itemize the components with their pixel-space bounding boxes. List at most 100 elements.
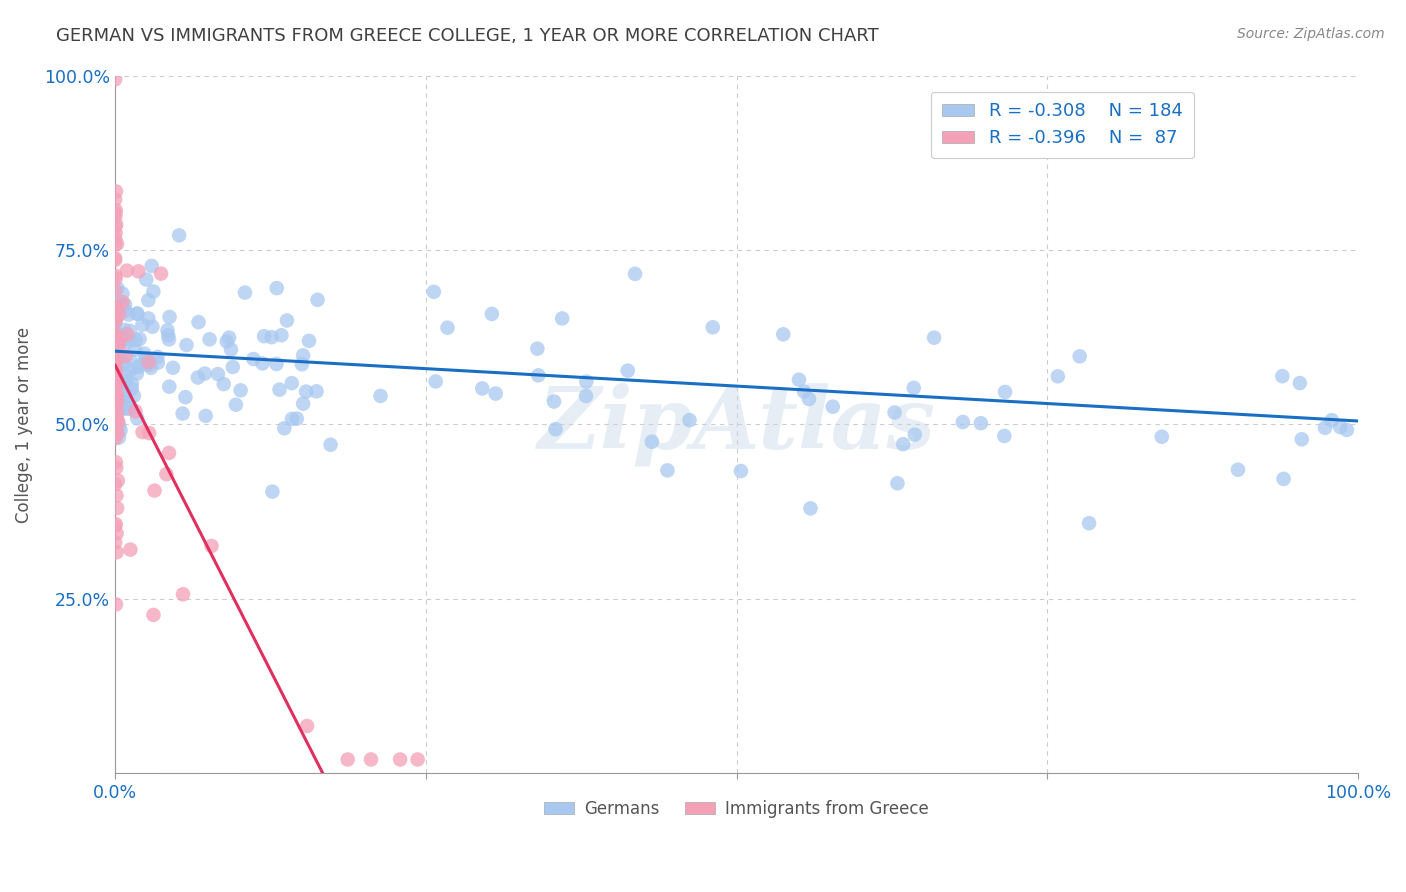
Point <box>105 526 128 541</box>
Point <box>104 331 127 345</box>
Point <box>252 356 274 370</box>
Point <box>104 382 127 396</box>
Point <box>105 501 128 516</box>
Point <box>104 381 127 395</box>
Point <box>120 363 142 377</box>
Point <box>242 352 264 367</box>
Point <box>105 237 128 252</box>
Point <box>952 415 974 429</box>
Point <box>138 355 160 369</box>
Point <box>121 382 143 396</box>
Point <box>105 326 128 341</box>
Point <box>162 360 184 375</box>
Point <box>787 373 810 387</box>
Point <box>118 401 141 416</box>
Point <box>104 396 127 410</box>
Point <box>1320 413 1343 427</box>
Point <box>118 333 141 347</box>
Point <box>120 542 142 557</box>
Point <box>262 484 284 499</box>
Point <box>295 719 318 733</box>
Point <box>150 267 173 281</box>
Point <box>360 752 382 766</box>
Point <box>425 375 447 389</box>
Point <box>793 384 815 399</box>
Point <box>624 267 647 281</box>
Point <box>436 320 458 334</box>
Point <box>105 422 128 436</box>
Point <box>1329 420 1351 434</box>
Point <box>124 404 146 418</box>
Point <box>281 412 304 426</box>
Point <box>993 429 1015 443</box>
Point <box>105 409 128 423</box>
Point <box>104 315 127 329</box>
Point <box>269 383 291 397</box>
Point <box>1336 423 1358 437</box>
Point <box>138 311 160 326</box>
Point <box>127 359 149 374</box>
Point <box>922 331 945 345</box>
Point <box>104 356 127 370</box>
Point <box>104 72 127 87</box>
Legend: Germans, Immigrants from Greece: Germans, Immigrants from Greece <box>537 793 935 824</box>
Point <box>114 368 136 382</box>
Point <box>111 295 134 310</box>
Point <box>273 421 295 435</box>
Point <box>104 362 127 376</box>
Point <box>406 752 429 766</box>
Point <box>886 476 908 491</box>
Point <box>111 331 134 345</box>
Point <box>104 360 127 375</box>
Point <box>104 329 127 343</box>
Point <box>481 307 503 321</box>
Point <box>883 405 905 419</box>
Point <box>135 272 157 286</box>
Point <box>174 390 197 404</box>
Point <box>111 402 134 417</box>
Point <box>104 268 127 283</box>
Point <box>157 328 180 343</box>
Point <box>1046 369 1069 384</box>
Point <box>1150 430 1173 444</box>
Point <box>117 401 139 416</box>
Point <box>276 313 298 327</box>
Point <box>799 501 821 516</box>
Point <box>260 330 283 344</box>
Point <box>526 342 548 356</box>
Point <box>105 360 128 375</box>
Point <box>104 271 127 285</box>
Point <box>471 381 494 395</box>
Point <box>114 323 136 337</box>
Point <box>292 348 315 362</box>
Point <box>127 264 149 278</box>
Point <box>104 361 127 376</box>
Point <box>141 259 163 273</box>
Point <box>104 332 127 346</box>
Point <box>292 397 315 411</box>
Point <box>1271 369 1294 384</box>
Point <box>155 467 177 482</box>
Point <box>104 327 127 342</box>
Point <box>1288 376 1310 390</box>
Point <box>485 386 508 401</box>
Point <box>105 297 128 311</box>
Point <box>219 343 242 357</box>
Point <box>104 351 127 366</box>
Point <box>120 353 142 368</box>
Point <box>104 251 127 265</box>
Point <box>212 377 235 392</box>
Point <box>370 389 392 403</box>
Point <box>104 427 127 442</box>
Point <box>104 374 127 388</box>
Point <box>298 334 321 348</box>
Point <box>105 351 128 366</box>
Point <box>114 349 136 363</box>
Point <box>111 286 134 301</box>
Point <box>135 351 157 366</box>
Point <box>104 209 127 223</box>
Point <box>229 384 252 398</box>
Point <box>156 323 179 337</box>
Point <box>994 384 1017 399</box>
Point <box>104 303 127 318</box>
